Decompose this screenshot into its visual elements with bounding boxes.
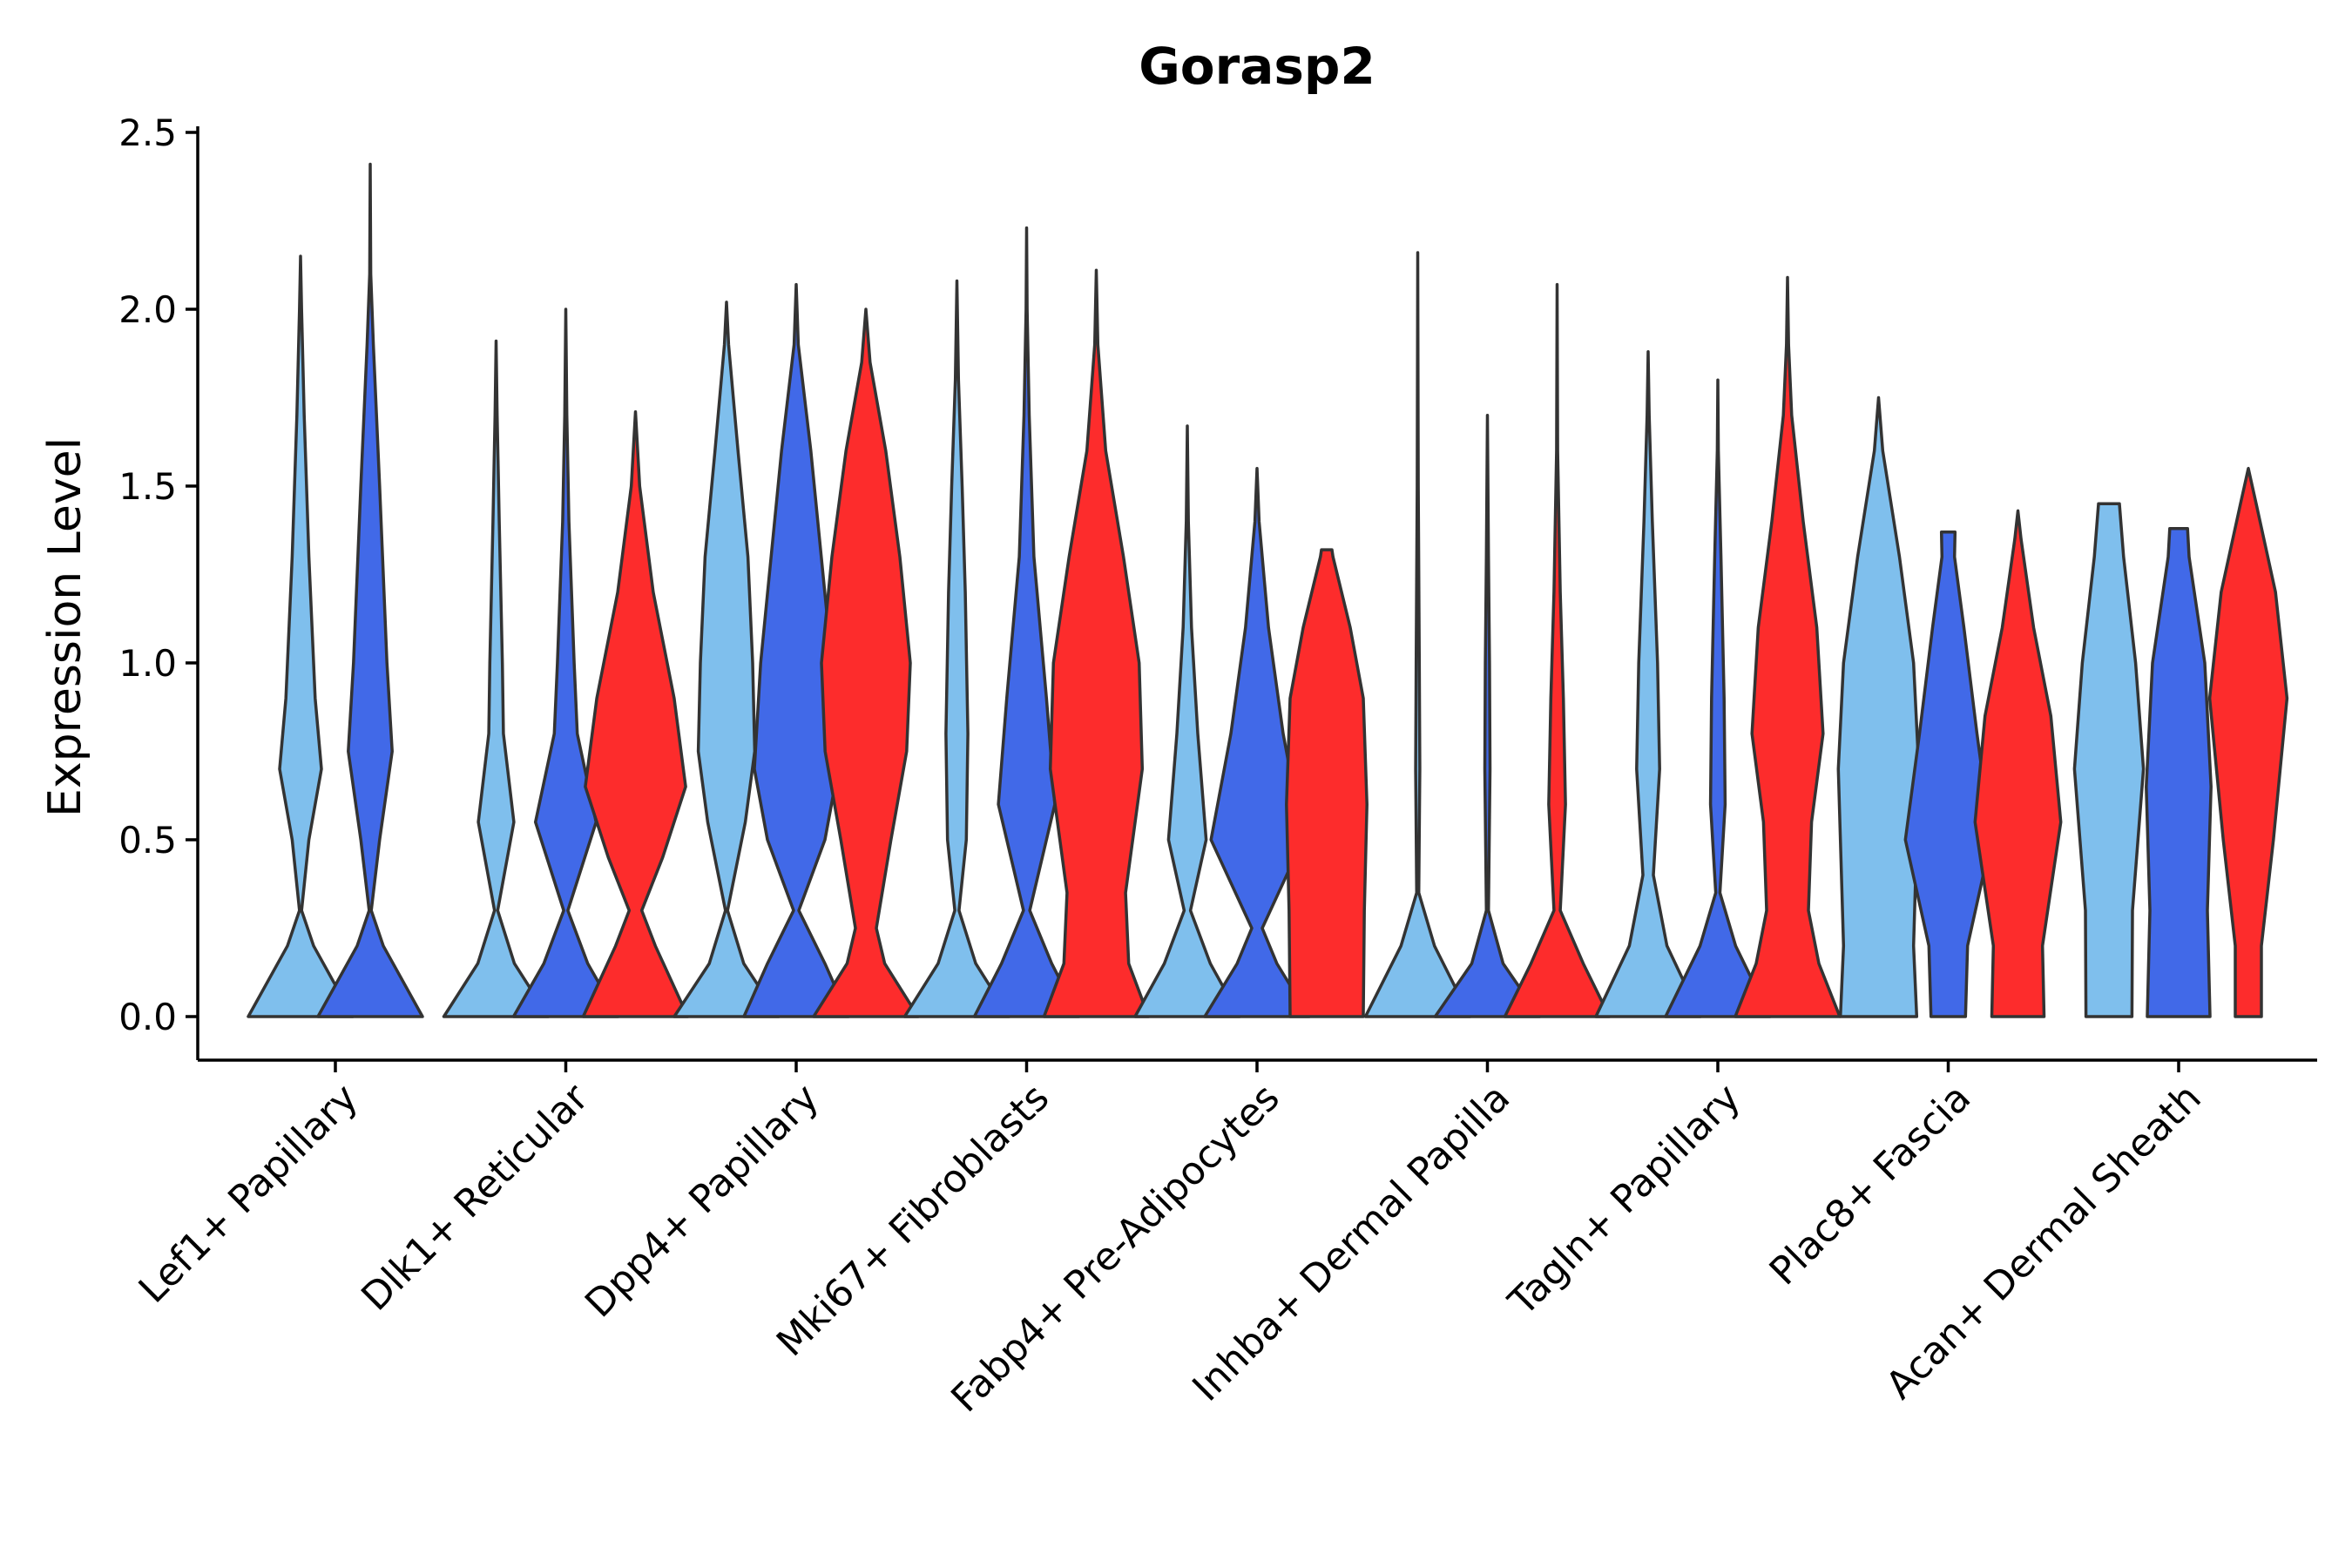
violin-2-1 <box>442 339 551 1018</box>
x-tick-label: Dlk1+ Reticular <box>353 1075 598 1320</box>
violin-6-1 <box>1363 251 1472 1018</box>
violin-9-2 <box>2145 526 2213 1018</box>
violin-4-1 <box>902 279 1011 1018</box>
x-tick-label: Lef1+ Papillary <box>131 1076 367 1312</box>
violin-9-3 <box>2207 466 2289 1018</box>
y-tick-label: 2.0 <box>118 288 177 331</box>
violin-9-1 <box>2072 502 2146 1018</box>
violin-5-1 <box>1133 424 1241 1018</box>
x-tick-label: Dpp4+ Papillary <box>577 1076 828 1327</box>
violin-5-3 <box>1285 548 1369 1018</box>
y-axis-label: Expression Level <box>39 437 91 817</box>
y-tick-label: 1.5 <box>118 465 177 508</box>
y-tick-label: 2.5 <box>118 112 177 154</box>
violin-4-2 <box>972 226 1081 1018</box>
violin-6-2 <box>1433 414 1542 1018</box>
violin-3-1 <box>672 301 781 1018</box>
y-tick-label: 0.5 <box>118 819 177 862</box>
y-tick-label: 1.0 <box>118 642 177 685</box>
violin-1-1 <box>247 254 355 1018</box>
violin-7-3 <box>1734 275 1842 1018</box>
violin-3-2 <box>742 282 850 1018</box>
chart-title: Gorasp2 <box>1139 37 1375 96</box>
violin-1-2 <box>316 162 424 1018</box>
y-tick-label: 0.0 <box>118 996 177 1038</box>
violin-8-1 <box>1836 395 1921 1018</box>
violin-4-3 <box>1042 268 1151 1018</box>
violin-2-2 <box>511 308 620 1018</box>
x-tick-label: Plac8+ Fascia <box>1761 1076 1980 1294</box>
violin-7-2 <box>1664 378 1772 1018</box>
x-tick-label: Tagln+ Papillary <box>1500 1076 1749 1325</box>
violin-5-2 <box>1203 466 1311 1018</box>
violin-7-1 <box>1594 349 1702 1018</box>
violins-layer <box>247 162 2289 1018</box>
y-axis-ticks: 0.0 0.5 1.0 1.5 2.0 2.5 <box>118 112 198 1038</box>
violin-2-3 <box>581 409 690 1018</box>
violin-3-3 <box>812 308 920 1018</box>
violin-8-3 <box>1973 509 2063 1018</box>
violin-6-3 <box>1503 282 1612 1018</box>
